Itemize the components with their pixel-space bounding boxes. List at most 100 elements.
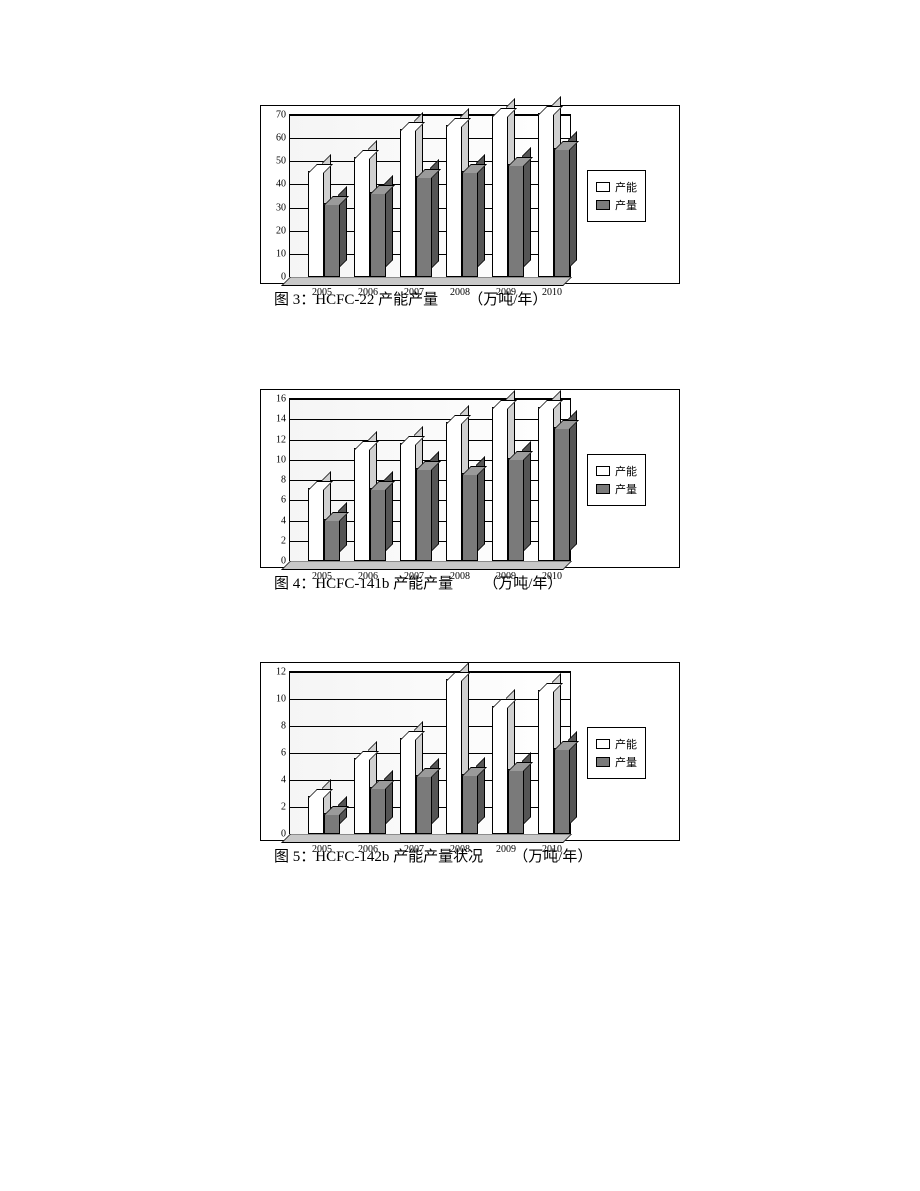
bar-front <box>354 758 370 834</box>
legend-item: 产能 <box>596 463 637 479</box>
chart3-block: 010203040506070200520062007200820092010 产… <box>260 105 680 309</box>
chart3-plot: 010203040506070200520062007200820092010 <box>289 114 571 277</box>
bar-front <box>446 679 462 834</box>
legend-label: 产能 <box>615 736 637 752</box>
x-tick-label: 2010 <box>542 571 562 582</box>
x-tick-label: 2008 <box>450 844 470 855</box>
bar-front <box>308 171 324 277</box>
x-tick-label: 2005 <box>312 287 332 298</box>
chart4-legend: 产能产量 <box>587 454 646 506</box>
y-tick-label: 4 <box>281 775 290 786</box>
chart5-floor <box>281 834 572 843</box>
bar-front <box>416 775 432 834</box>
legend-swatch <box>596 757 610 767</box>
bar-front <box>462 473 478 561</box>
x-tick-label: 2005 <box>312 571 332 582</box>
grid-line <box>290 440 570 441</box>
y-tick-label: 2 <box>281 535 290 546</box>
bar-front <box>462 774 478 834</box>
bar-front <box>400 129 416 277</box>
bar-front <box>508 769 524 834</box>
grid-line <box>290 115 570 116</box>
y-tick-label: 30 <box>276 202 290 213</box>
bar-front <box>538 113 554 277</box>
bar-front <box>354 157 370 277</box>
y-tick-label: 10 <box>276 454 290 465</box>
x-tick-label: 2006 <box>358 571 378 582</box>
y-tick-label: 70 <box>276 110 290 121</box>
bar-front <box>370 787 386 834</box>
bar-front <box>308 796 324 834</box>
x-tick-label: 2008 <box>450 571 470 582</box>
bar-front <box>400 738 416 835</box>
y-tick-label: 40 <box>276 179 290 190</box>
legend-label: 产能 <box>615 179 637 195</box>
bar-front <box>492 407 508 561</box>
chart5-legend: 产能产量 <box>587 727 646 779</box>
legend-label: 产量 <box>615 481 637 497</box>
bar-front <box>554 748 570 834</box>
bar-front <box>492 706 508 834</box>
grid-line <box>290 726 570 727</box>
y-tick-label: 0 <box>281 829 290 840</box>
legend-swatch <box>596 484 610 494</box>
legend-swatch <box>596 466 610 476</box>
x-tick-label: 2009 <box>496 287 516 298</box>
x-tick-label: 2009 <box>496 571 516 582</box>
x-tick-label: 2008 <box>450 287 470 298</box>
x-tick-label: 2010 <box>542 844 562 855</box>
legend-label: 产量 <box>615 197 637 213</box>
x-tick-label: 2005 <box>312 844 332 855</box>
bar-front <box>324 203 340 277</box>
y-tick-label: 6 <box>281 495 290 506</box>
y-tick-label: 12 <box>276 434 290 445</box>
chart4-plot-wrap: 0246810121416200520062007200820092010 <box>289 398 571 561</box>
bar-front <box>538 690 554 834</box>
y-tick-label: 2 <box>281 802 290 813</box>
chart4-block: 0246810121416200520062007200820092010 产能产… <box>260 389 680 593</box>
chart3-legend: 产能产量 <box>587 170 646 222</box>
x-tick-label: 2006 <box>358 287 378 298</box>
grid-line <box>290 419 570 420</box>
legend-item: 产量 <box>596 754 637 770</box>
x-tick-label: 2010 <box>542 287 562 298</box>
x-tick-label: 2007 <box>404 287 424 298</box>
legend-item: 产能 <box>596 736 637 752</box>
y-tick-label: 50 <box>276 156 290 167</box>
y-tick-label: 8 <box>281 721 290 732</box>
bar-front <box>324 813 340 834</box>
y-tick-label: 6 <box>281 748 290 759</box>
grid-line <box>290 699 570 700</box>
chart5-plot: 024681012200520062007200820092010 <box>289 671 571 834</box>
legend-label: 产能 <box>615 463 637 479</box>
bar-front <box>400 443 416 561</box>
y-tick-label: 0 <box>281 272 290 283</box>
bar-front <box>446 125 462 277</box>
y-tick-label: 4 <box>281 515 290 526</box>
y-tick-label: 8 <box>281 475 290 486</box>
y-tick-label: 10 <box>276 694 290 705</box>
grid-line <box>290 138 570 139</box>
bar-front <box>324 519 340 562</box>
legend-swatch <box>596 200 610 210</box>
bar-front <box>416 468 432 561</box>
chart4-frame: 0246810121416200520062007200820092010 产能产… <box>260 389 680 568</box>
bar-front <box>508 458 524 561</box>
y-tick-label: 20 <box>276 225 290 236</box>
chart5-plot-wrap: 024681012200520062007200820092010 <box>289 671 571 834</box>
bar-front <box>554 148 570 277</box>
bar-front <box>308 488 324 561</box>
bar-front <box>462 171 478 277</box>
bar-front <box>446 422 462 561</box>
y-tick-label: 14 <box>276 414 290 425</box>
chart3-plot-wrap: 010203040506070200520062007200820092010 <box>289 114 571 277</box>
bar-front <box>416 176 432 278</box>
x-tick-label: 2006 <box>358 844 378 855</box>
chart3-floor <box>281 277 572 286</box>
bar-front <box>370 192 386 277</box>
chart3-frame: 010203040506070200520062007200820092010 产… <box>260 105 680 284</box>
legend-swatch <box>596 182 610 192</box>
legend-item: 产量 <box>596 197 637 213</box>
chart5-block: 024681012200520062007200820092010产能产量图 5… <box>260 662 680 866</box>
grid-line <box>290 672 570 673</box>
